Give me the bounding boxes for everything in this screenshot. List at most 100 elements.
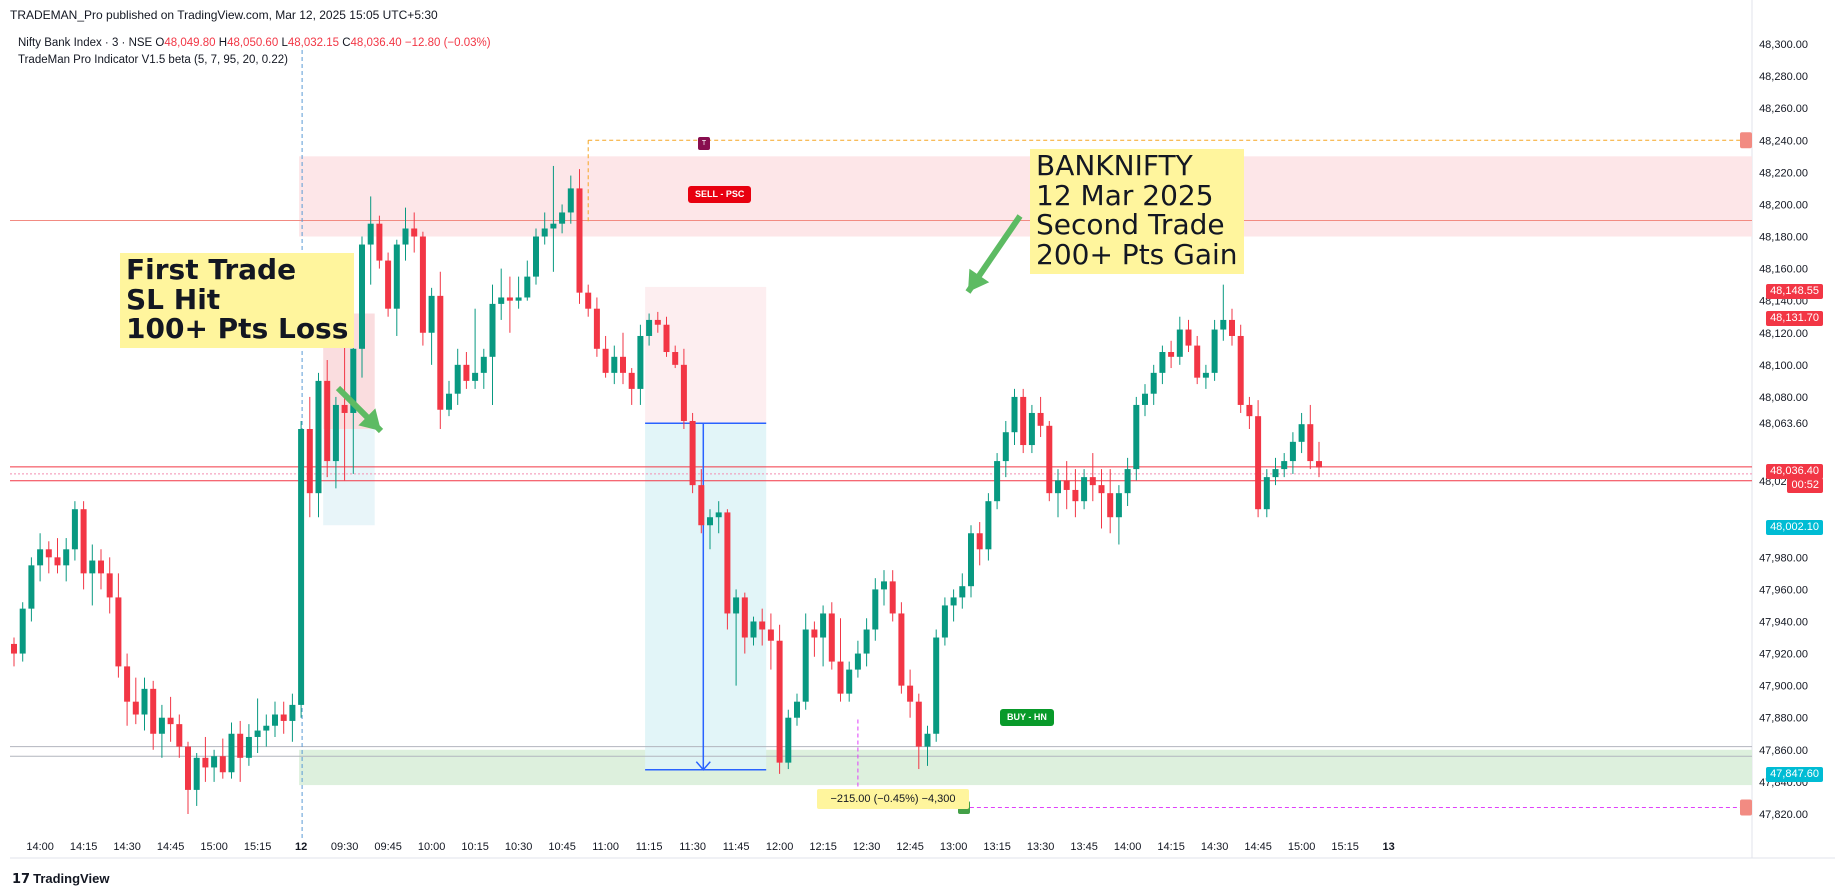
x-tick-label: 12:15 — [809, 841, 837, 853]
candle-body — [776, 640, 783, 763]
candle-body — [1046, 425, 1053, 494]
candle-body — [1263, 477, 1270, 510]
candle-body — [428, 295, 435, 333]
candle-body — [628, 372, 635, 389]
candle-body — [185, 746, 191, 790]
candle-body — [393, 244, 400, 309]
candle-body — [141, 688, 148, 715]
candle-body — [98, 560, 104, 574]
high-value: 48,050.60 — [227, 37, 279, 49]
second-trade-line-4: 200+ Pts Gain — [1036, 238, 1238, 272]
candle-body — [306, 429, 313, 494]
buy-signal-label[interactable]: BUY - HN — [1000, 709, 1054, 726]
candle-body — [924, 733, 931, 747]
indicator-name[interactable]: TradeMan Pro Indicator V1.5 beta (5, 7, … — [18, 54, 288, 66]
x-tick-label: 12:45 — [896, 841, 924, 853]
first-trade-note[interactable]: First Trade SL Hit 100+ Pts Loss — [120, 253, 355, 349]
candle-body — [289, 704, 296, 721]
candle-body — [506, 297, 513, 301]
candle-body — [45, 549, 52, 558]
candle-body — [915, 701, 922, 747]
candle-body — [585, 292, 592, 309]
y-tick-label: 47,900.00 — [1759, 681, 1808, 693]
candle-body — [567, 188, 574, 213]
zone-demand — [299, 749, 1753, 786]
candle-body — [237, 733, 244, 758]
candle-body — [654, 319, 661, 325]
x-tick-label: 14:15 — [1157, 841, 1185, 853]
candle-body — [1176, 329, 1183, 357]
tradingview-logo[interactable]: 17 TradingView — [12, 871, 109, 887]
candle-body — [898, 613, 905, 686]
candle-body — [446, 393, 452, 410]
x-tick-label: 10:15 — [461, 841, 489, 853]
y-tick-label: 48,160.00 — [1759, 264, 1808, 276]
x-tick-label: 11:30 — [679, 841, 706, 853]
candle-body — [80, 509, 87, 574]
candle-body — [463, 364, 470, 381]
x-tick-label: 11:45 — [723, 841, 750, 853]
y-tick-label: 47,980.00 — [1759, 552, 1808, 564]
y-tick-label: 47,820.00 — [1759, 809, 1808, 821]
candle-body — [158, 717, 165, 734]
candle-body — [533, 236, 539, 277]
candle-body — [785, 717, 792, 763]
candle-body — [228, 733, 235, 773]
y-tick-label: 48,080.00 — [1759, 392, 1808, 404]
candle-body — [1229, 319, 1235, 336]
y-tick-label: 48,240.00 — [1759, 135, 1808, 147]
y-tick-label: 47,940.00 — [1759, 616, 1808, 628]
chart-legend: Nifty Bank Index · 3 · NSE O48,049.80 H4… — [18, 35, 491, 69]
candle-body — [541, 228, 548, 237]
low-value: 48,032.15 — [287, 37, 340, 49]
candle-body — [11, 643, 17, 654]
candle-body — [498, 297, 505, 304]
x-tick-label: 14:00 — [1114, 841, 1142, 853]
candle-body — [759, 621, 766, 630]
candle-body — [1089, 477, 1096, 486]
zone-supply — [299, 156, 1753, 237]
candle-body — [202, 757, 209, 768]
candle-body — [37, 549, 44, 566]
sell-signal-label[interactable]: SELL - PSC — [688, 186, 752, 203]
symbol-name[interactable]: Nifty Bank Index · 3 · NSE — [18, 37, 153, 49]
y-tick-label: 47,920.00 — [1759, 649, 1808, 661]
t-badge[interactable]: T — [698, 137, 710, 150]
candle-body — [402, 228, 409, 245]
x-tick-label: 15:15 — [244, 841, 272, 853]
x-tick-label: 12 — [295, 841, 307, 853]
candle-body — [811, 629, 818, 638]
candle-body — [1002, 432, 1009, 462]
candle-body — [724, 512, 731, 614]
last-price-tag: 48,036.40 — [1766, 464, 1823, 479]
y-tick-label: 48,220.00 — [1759, 167, 1808, 179]
candle-body — [559, 212, 566, 224]
candle-body — [132, 701, 139, 715]
candle-body — [994, 461, 1001, 502]
candle-body — [1081, 477, 1088, 502]
candle-body — [846, 669, 853, 694]
second-trade-note[interactable]: BANKNIFTY 12 Mar 2025 Second Trade 200+ … — [1030, 149, 1244, 274]
x-tick-label: 14:15 — [70, 841, 98, 853]
candle-body — [550, 223, 557, 229]
candle-body — [1020, 396, 1027, 446]
candle-body — [646, 319, 653, 336]
candle-body — [889, 581, 896, 614]
candle-body — [1159, 352, 1166, 373]
candle-body — [1028, 412, 1035, 446]
candle-body — [376, 223, 383, 261]
candle-body — [263, 725, 270, 731]
plot-area — [10, 18, 1752, 830]
second-trade-line-2: 12 Mar 2025 — [1036, 178, 1214, 212]
position-result-label[interactable]: −215.00 (−0.45%) −4,300 — [817, 789, 969, 809]
y-tick-label: 47,960.00 — [1759, 584, 1808, 596]
zone-first-trade-reward — [323, 429, 375, 526]
x-tick-label: 15:00 — [1288, 841, 1316, 853]
y-tick-label: 47,880.00 — [1759, 713, 1808, 725]
price-tag-5: 47,847.60 — [1766, 767, 1823, 782]
candle-body — [802, 629, 809, 702]
candle-body — [1037, 412, 1044, 426]
y-tick-label: 48,200.00 — [1759, 199, 1808, 211]
candle-body — [672, 352, 679, 365]
